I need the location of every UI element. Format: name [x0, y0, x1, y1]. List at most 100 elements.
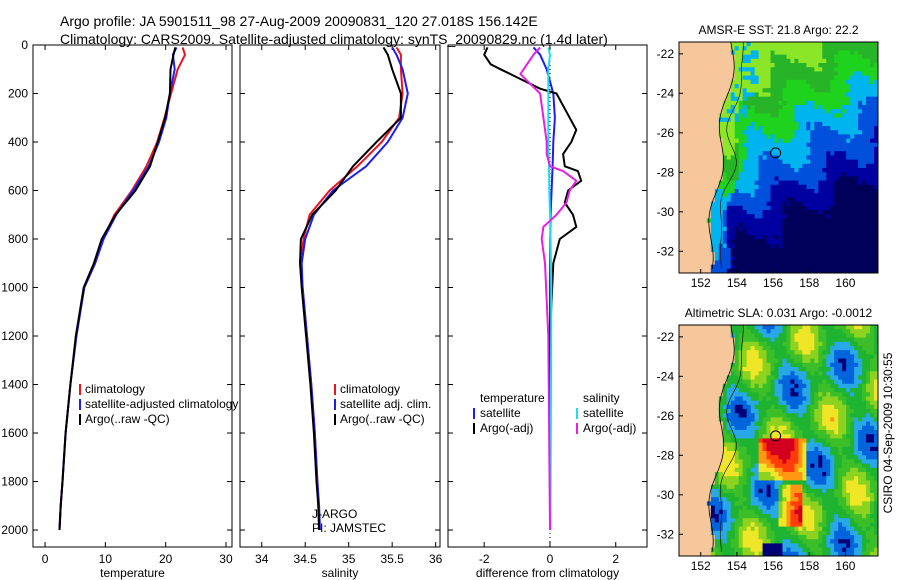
heatmap-cell: [750, 79, 756, 85]
heatmap-cell: [770, 509, 776, 515]
heatmap-cell: [706, 333, 712, 339]
heatmap-cell: [758, 413, 764, 418]
heatmap-cell: [822, 400, 827, 406]
heatmap-cell: [706, 488, 712, 494]
heatmap-cell: [738, 193, 744, 198]
heatmap-cell: [714, 358, 720, 364]
heatmap-cell: [734, 354, 740, 360]
heatmap-cell: [818, 71, 823, 77]
heatmap-cell: [758, 455, 764, 460]
heatmap-cell: [726, 451, 732, 456]
heatmap-cell: [834, 63, 839, 68]
heatmap-cell: [790, 501, 796, 507]
heatmap-cell: [786, 488, 792, 494]
heatmap-cell: [798, 535, 803, 540]
heatmap-cell: [790, 46, 796, 51]
heatmap-cell: [790, 105, 796, 110]
heatmap-cell: [694, 193, 700, 198]
heatmap-cell: [810, 130, 815, 135]
heatmap-cell: [686, 333, 692, 339]
heatmap-cell: [710, 176, 716, 182]
heatmap-cell: [786, 446, 792, 452]
heatmap-cell: [854, 126, 859, 131]
heatmap-cell: [778, 518, 784, 523]
heatmap-cell: [734, 438, 740, 444]
heatmap-cell: [710, 396, 716, 402]
heatmap-cell: [698, 189, 704, 194]
heatmap-cell: [802, 476, 807, 481]
heatmap-cell: [810, 434, 815, 439]
heatmap-cell: [718, 231, 724, 236]
heatmap-cell: [806, 383, 811, 389]
heatmap-cell: [794, 501, 799, 507]
heatmap-cell: [794, 121, 799, 127]
heatmap-cell: [846, 147, 851, 152]
heatmap-cell: [802, 54, 807, 60]
heatmap-cell: [746, 79, 752, 85]
heatmap-cell: [834, 159, 839, 165]
heatmap-cell: [706, 438, 712, 444]
heatmap-cell: [758, 205, 764, 211]
heatmap-cell: [794, 214, 799, 219]
heatmap-cell: [734, 163, 740, 169]
heatmap-cell: [846, 105, 851, 110]
heatmap-cell: [734, 430, 740, 435]
heatmap-cell: [722, 425, 728, 431]
heatmap-cell: [874, 134, 878, 140]
heatmap-cell: [762, 189, 768, 194]
heatmap-cell: [750, 117, 756, 123]
heatmap-cell: [798, 404, 803, 410]
heatmap-cell: [694, 256, 700, 261]
heatmap-cell: [686, 100, 692, 106]
heatmap-cell: [842, 121, 847, 127]
heatmap-cell: [694, 518, 700, 523]
heatmap-cell: [858, 67, 863, 72]
heatmap-cell: [698, 134, 704, 140]
heatmap-cell: [786, 159, 792, 165]
heatmap-cell: [734, 210, 740, 215]
heatmap-cell: [682, 71, 688, 77]
heatmap-cell: [698, 46, 704, 51]
heatmap-cell: [726, 218, 732, 224]
heatmap-cell: [782, 329, 788, 334]
heatmap-cell: [830, 184, 835, 190]
heatmap-cell: [734, 346, 740, 351]
heatmap-cell: [690, 341, 696, 347]
heatmap-cell: [798, 430, 803, 435]
heatmap-cell: [694, 176, 700, 182]
heatmap-cell: [750, 67, 756, 72]
heatmap-cell: [698, 126, 704, 131]
heatmap-cell: [734, 522, 740, 528]
heatmap-cell: [870, 231, 875, 236]
heatmap-cell: [742, 451, 748, 456]
heatmap-cell: [679, 476, 684, 481]
heatmap-cell: [714, 54, 720, 60]
heatmap-cell: [790, 463, 796, 469]
heatmap-cell: [742, 243, 748, 249]
heatmap-cell: [778, 413, 784, 418]
heatmap-cell: [854, 58, 859, 64]
heatmap-cell: [814, 337, 819, 343]
heatmap-cell: [774, 341, 780, 347]
heatmap-cell: [782, 147, 788, 152]
heatmap-cell: [758, 522, 764, 528]
heatmap-cell: [782, 256, 788, 261]
heatmap-cell: [738, 222, 744, 228]
heatmap-cell: [770, 484, 776, 490]
heatmap-cell: [766, 252, 772, 257]
heatmap-cell: [754, 205, 760, 211]
heatmap-cell: [846, 96, 851, 102]
heatmap-cell: [734, 417, 740, 423]
heatmap-cell: [790, 400, 796, 406]
heatmap-cell: [718, 243, 724, 249]
heatmap-cell: [786, 518, 792, 523]
heatmap-cell: [830, 84, 835, 89]
heatmap-cell: [750, 54, 756, 60]
series-line-argo-raw-qc-: [299, 46, 402, 531]
heatmap-cell: [762, 522, 768, 528]
heatmap-cell: [758, 42, 764, 47]
heatmap-cell: [682, 530, 688, 536]
heatmap-cell: [874, 176, 878, 182]
heatmap-cell: [774, 543, 780, 549]
heatmap-cell: [794, 54, 799, 60]
